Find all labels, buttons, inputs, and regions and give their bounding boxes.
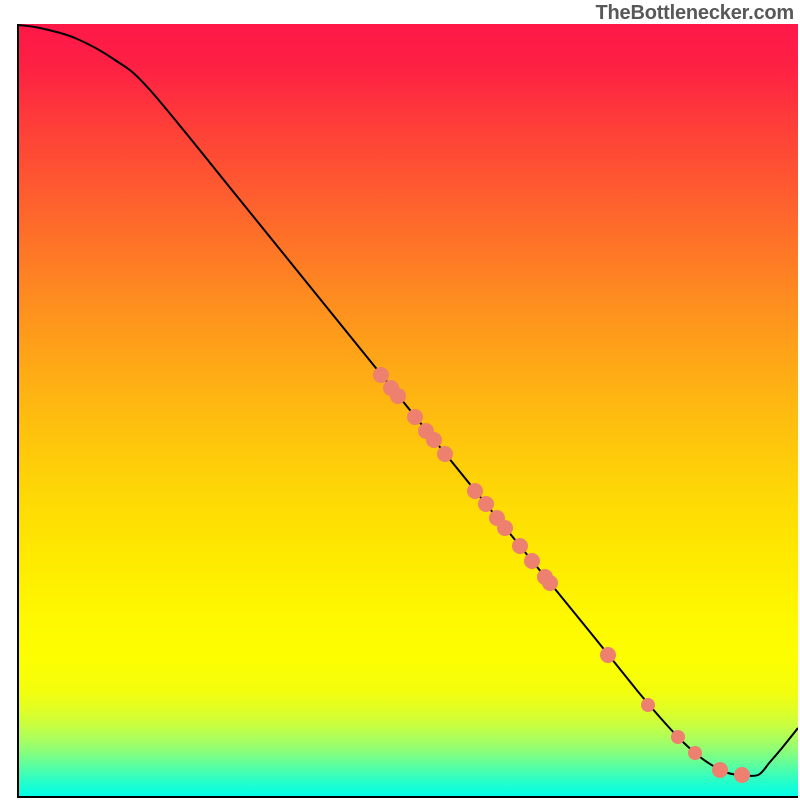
data-point: [524, 553, 540, 569]
watermark-text: TheBottlenecker.com: [596, 2, 795, 25]
data-point: [712, 762, 728, 778]
data-point: [478, 496, 494, 512]
data-point: [600, 647, 616, 663]
chart-container: { "watermark": { "text": "TheBottlenecke…: [0, 0, 800, 800]
data-point: [390, 388, 406, 404]
data-point: [641, 698, 655, 712]
data-point: [734, 767, 750, 783]
data-point: [407, 409, 423, 425]
data-point: [497, 520, 513, 536]
data-point: [512, 538, 528, 554]
data-point: [437, 446, 453, 462]
data-point: [467, 483, 483, 499]
data-point: [426, 432, 442, 448]
data-point: [373, 367, 389, 383]
data-point: [542, 575, 558, 591]
bottleneck-curve-chart: [0, 0, 800, 800]
data-point: [688, 746, 702, 760]
data-point: [671, 730, 685, 744]
gradient-background: [18, 24, 798, 798]
